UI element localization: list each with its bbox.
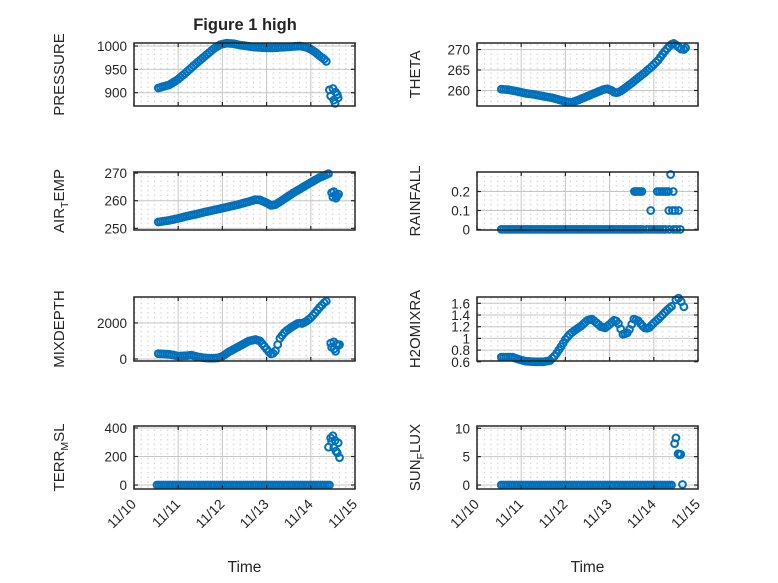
data-markers xyxy=(153,169,344,227)
y-tick-label: 265 xyxy=(447,63,470,78)
figure-title: Figure 1 high xyxy=(193,16,297,34)
y-tick-label: 5 xyxy=(462,450,470,465)
y-tick-label: 950 xyxy=(104,62,127,77)
y-tick-label: 270 xyxy=(104,166,127,181)
plot-box xyxy=(476,171,699,231)
data-markers xyxy=(496,39,690,107)
y-tick-label: 1.6 xyxy=(451,296,470,311)
y-axis-label: SUNFLUX xyxy=(407,424,427,491)
tick-marks xyxy=(476,426,699,489)
y-tick-label: 0.2 xyxy=(451,185,470,200)
subplot-rainfall: 0 0.1 0.2 RAINFALL xyxy=(407,166,699,237)
y-tick-label: 270 xyxy=(447,43,470,58)
plot-box xyxy=(133,296,356,362)
y-axis-label: MIXDEPTH xyxy=(51,290,68,368)
subplot-theta: 260 265 270 THETA xyxy=(407,39,699,107)
plot-area xyxy=(134,426,355,489)
plot-area xyxy=(477,172,698,230)
y-tick-label: 0.6 xyxy=(451,355,470,370)
y-tick-label: 0.1 xyxy=(451,203,470,218)
plot-box xyxy=(133,425,356,490)
tick-marks xyxy=(133,426,356,489)
y-tick-label: 900 xyxy=(104,86,127,101)
y-tick-label: 0.8 xyxy=(451,343,470,358)
plot-box xyxy=(133,42,356,107)
data-markers xyxy=(153,38,343,108)
tick-marks xyxy=(476,43,699,106)
y-tick-label: 0 xyxy=(119,352,127,367)
y-tick-label: 2000 xyxy=(97,316,127,331)
y-axis-label: PRESSURE xyxy=(51,33,68,116)
y-axis-label: RAINFALL xyxy=(407,166,424,237)
y-tick-label: 200 xyxy=(104,450,127,465)
y-tick-label: 0 xyxy=(462,478,470,493)
y-axis-label: AIRTEMP xyxy=(51,169,71,233)
grid-lines xyxy=(477,297,698,361)
plot-box xyxy=(476,296,699,362)
tick-marks xyxy=(133,172,356,230)
y-tick-label: 1.4 xyxy=(451,308,470,323)
y-tick-label: 0 xyxy=(462,222,470,237)
subplot-pressure: 900 950 1000 PRESSURE xyxy=(51,33,356,116)
tick-marks xyxy=(133,297,356,361)
x-axis-label: Time xyxy=(571,559,605,576)
subplot-h2omixra: 0.60.811.21.41.6 H2OMIXRA xyxy=(407,290,699,370)
grid-lines xyxy=(134,43,355,106)
plot-box xyxy=(476,425,699,490)
subplot-air-temp: 250 260 270 AIRTEMP xyxy=(51,166,356,236)
subplot-mixdepth: 0 2000 MIXDEPTH xyxy=(51,290,356,368)
y-tick-label: 0 xyxy=(119,478,127,493)
y-axis-label: H2OMIXRA xyxy=(407,290,424,368)
tick-marks xyxy=(476,172,699,231)
x-axis-label: Time xyxy=(228,559,262,576)
y-axis-label: TERRMSL xyxy=(51,424,71,492)
data-markers xyxy=(153,296,344,363)
y-tick-label: 260 xyxy=(104,194,127,209)
y-tick-label: 260 xyxy=(447,83,470,98)
y-tick-label: 10 xyxy=(455,421,470,436)
y-tick-label: 250 xyxy=(104,221,127,236)
tick-marks xyxy=(476,297,699,363)
y-tick-label: 400 xyxy=(104,421,127,436)
plot-area xyxy=(477,426,698,489)
y-axis-label: THETA xyxy=(407,50,424,98)
y-tick-label: 1 xyxy=(462,331,470,346)
data-markers xyxy=(496,293,689,367)
plot-box xyxy=(476,42,699,107)
y-tick-label: 1000 xyxy=(97,39,127,54)
y-tick-label: 1.2 xyxy=(451,320,470,335)
tick-marks xyxy=(133,43,356,106)
